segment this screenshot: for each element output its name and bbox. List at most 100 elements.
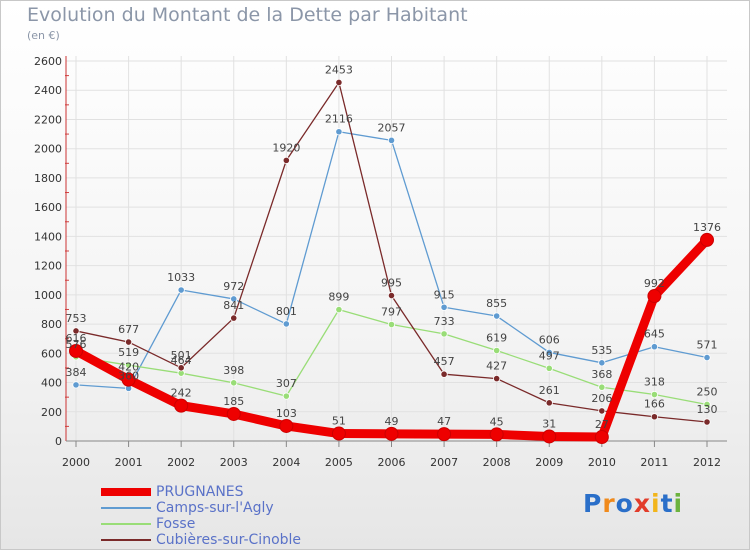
y-tick-label: 2400 xyxy=(34,84,62,97)
data-label: 427 xyxy=(486,360,507,373)
data-label: 47 xyxy=(437,415,451,428)
legend-swatch xyxy=(101,488,151,496)
y-tick-label: 1600 xyxy=(34,201,62,214)
data-label: 841 xyxy=(223,299,244,312)
x-tick-label: 2004 xyxy=(272,456,300,469)
data-label: 1033 xyxy=(167,271,195,284)
data-label: 2116 xyxy=(325,113,353,126)
data-label: 753 xyxy=(66,312,87,325)
data-label: 242 xyxy=(171,387,192,400)
x-tick-label: 2011 xyxy=(640,456,668,469)
data-label: 360 xyxy=(118,369,139,382)
data-label: 27 xyxy=(595,418,609,431)
x-tick-label: 2010 xyxy=(588,456,616,469)
y-tick-label: 1000 xyxy=(34,289,62,302)
data-label: 606 xyxy=(539,333,560,346)
legend-label: Cubières-sur-Cinoble xyxy=(156,532,302,548)
legend-label: PRUGNANES xyxy=(156,484,244,500)
data-point xyxy=(174,398,189,413)
y-tick-label: 2200 xyxy=(34,113,62,126)
x-tick-label: 2005 xyxy=(325,456,353,469)
y-tick-label: 1800 xyxy=(34,172,62,185)
data-label: 677 xyxy=(118,323,139,336)
logo-letter: t xyxy=(660,489,674,518)
data-point xyxy=(493,346,501,355)
legend-item: Fosse xyxy=(101,516,401,532)
data-label: 464 xyxy=(171,354,192,367)
data-point xyxy=(124,338,133,346)
data-point xyxy=(542,429,557,444)
data-point xyxy=(440,370,448,378)
data-label: 206 xyxy=(591,392,612,405)
data-point xyxy=(335,78,343,87)
x-tick-label: 2001 xyxy=(115,456,143,469)
legend-swatch xyxy=(101,523,151,525)
data-point xyxy=(650,390,659,399)
data-label: 972 xyxy=(223,280,244,293)
data-point xyxy=(440,303,448,311)
data-labels: 384 360 1033 972 801 2116 2057 915 855 606 535 645 5… xyxy=(66,63,722,431)
data-point xyxy=(703,418,711,426)
data-point xyxy=(230,314,238,322)
data-label: 733 xyxy=(434,315,455,328)
legend-item: Cubières-sur-Cinoble xyxy=(101,532,401,548)
data-point xyxy=(72,381,80,389)
data-label: 497 xyxy=(539,349,560,362)
y-tick-label: 0 xyxy=(55,435,62,448)
data-point xyxy=(647,289,662,304)
data-label: 398 xyxy=(223,364,244,377)
y-tick-label: 1200 xyxy=(34,260,62,273)
data-label: 457 xyxy=(434,355,455,368)
data-label: 1376 xyxy=(693,221,721,234)
y-tick-label: 1400 xyxy=(34,230,62,243)
data-label: 519 xyxy=(118,346,139,359)
data-point xyxy=(489,427,504,442)
x-tick-label: 2003 xyxy=(220,456,248,469)
legend-label: Camps-sur-l'Agly xyxy=(156,500,274,516)
data-label: 51 xyxy=(332,415,346,428)
data-label: 797 xyxy=(381,306,402,319)
data-point xyxy=(598,383,606,391)
data-point xyxy=(440,330,448,338)
data-point xyxy=(230,379,238,387)
data-label: 261 xyxy=(539,384,560,397)
data-label: 1920 xyxy=(272,141,300,154)
data-point xyxy=(650,343,659,351)
data-label: 103 xyxy=(276,407,297,420)
data-point xyxy=(493,312,501,320)
y-tick-label: 2000 xyxy=(34,143,62,156)
series-group xyxy=(69,78,714,445)
data-point xyxy=(387,136,396,144)
data-label: 855 xyxy=(486,297,507,310)
x-tick-label: 2007 xyxy=(430,456,458,469)
data-label: 915 xyxy=(434,288,455,301)
data-point xyxy=(387,320,396,329)
y-tick-label: 2600 xyxy=(34,55,62,68)
logo-letter: i xyxy=(651,489,661,518)
data-point xyxy=(700,232,714,247)
data-point xyxy=(598,359,606,367)
proxiti-logo: Proxiti xyxy=(583,489,683,518)
data-label: 49 xyxy=(385,415,399,428)
data-label: 501 xyxy=(171,349,192,362)
legend-swatch xyxy=(101,539,151,541)
data-label: 420 xyxy=(118,361,139,374)
x-tick-label: 2002 xyxy=(167,456,195,469)
grid-lines xyxy=(66,56,727,442)
data-point xyxy=(177,286,185,294)
data-point xyxy=(72,327,80,335)
data-point xyxy=(226,406,241,421)
data-point xyxy=(230,295,238,303)
data-point xyxy=(598,407,606,415)
data-label: 992 xyxy=(644,277,665,290)
data-label: 250 xyxy=(697,385,718,398)
data-point xyxy=(335,306,343,314)
data-label: 45 xyxy=(490,415,504,428)
data-point xyxy=(545,364,553,372)
data-point xyxy=(384,426,399,441)
data-point xyxy=(124,361,133,369)
data-label: 535 xyxy=(591,344,612,357)
data-point xyxy=(545,348,553,357)
data-point xyxy=(493,374,501,383)
